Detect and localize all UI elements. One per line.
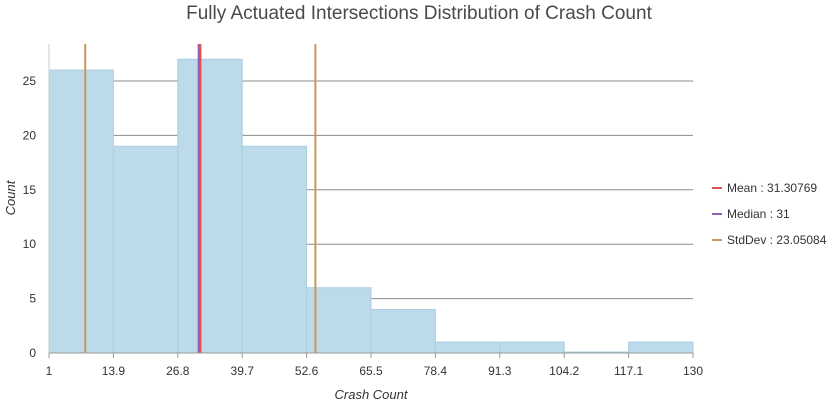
histogram-bar — [112, 145, 179, 354]
x-tick-label: 65.5 — [359, 364, 383, 378]
y-tick-label: 10 — [23, 237, 37, 251]
histogram-bars — [48, 58, 694, 354]
legend-label: Mean : 31.30769 — [727, 181, 817, 195]
histogram-bar — [48, 69, 114, 354]
x-axis-title: Crash Count — [335, 387, 409, 402]
x-tick-label: 78.4 — [424, 364, 448, 378]
x-tick-label: 1 — [46, 364, 53, 378]
y-tick-label: 20 — [23, 128, 37, 142]
x-tick-label: 104.2 — [549, 364, 579, 378]
histogram-bar — [177, 58, 243, 354]
y-tick-label: 0 — [29, 346, 36, 360]
histogram-bar — [434, 341, 501, 354]
x-tick-label: 52.6 — [295, 364, 319, 378]
x-tick-label: 13.9 — [102, 364, 126, 378]
x-tick-label: 39.7 — [231, 364, 255, 378]
histogram-bar — [499, 341, 565, 354]
x-tick-label: 91.3 — [488, 364, 512, 378]
legend: Mean : 31.30769 Median : 31 StdDev : 23.05… — [712, 181, 827, 247]
y-axis-title: Count — [3, 179, 18, 215]
reference-lines — [84, 44, 317, 353]
chart-title: Fully Actuated Intersections Distributio… — [186, 3, 652, 24]
legend-label: StdDev : 23.05084 — [727, 233, 827, 247]
histogram-bar — [241, 145, 308, 354]
y-tick-label: 5 — [29, 292, 36, 306]
legend-label: Median : 31 — [727, 207, 790, 221]
y-tick-label: 25 — [23, 74, 37, 88]
x-tick-label: 117.1 — [614, 364, 643, 378]
histogram-bar — [370, 308, 436, 354]
axes: 0 5 10 15 20 25 1 13.9 26.8 39.7 52.6 65.5 78.4 91.3 1… — [23, 44, 703, 378]
x-tick-label: 26.8 — [166, 364, 190, 378]
x-tick-label: 130 — [683, 364, 703, 378]
histogram-bar — [628, 341, 694, 354]
y-tick-label: 15 — [23, 183, 37, 197]
